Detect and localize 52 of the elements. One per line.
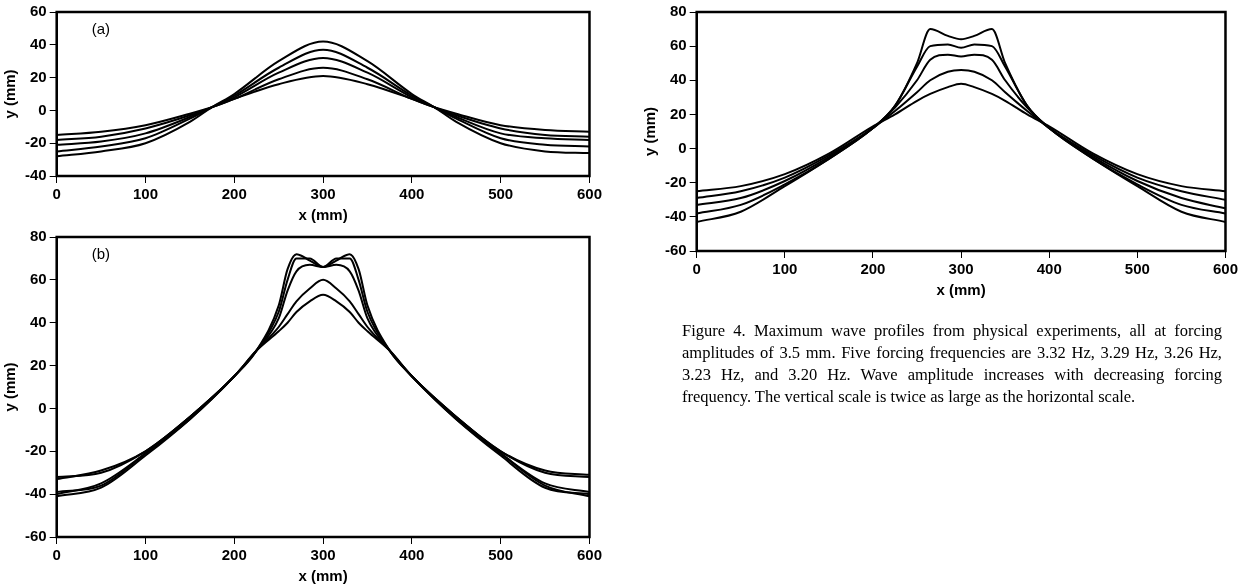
y-tick-label: -20 [24, 441, 47, 459]
x-tick-label: 400 [399, 185, 425, 203]
x-tick-label: 100 [132, 546, 158, 564]
x-tick-label: 400 [1036, 260, 1062, 278]
text: (b) [91, 244, 111, 262]
y-axis-title: y (mm) [1, 362, 19, 412]
y-tick-label: 20 [29, 355, 47, 373]
y-tick-label: 20 [29, 67, 47, 85]
x-tick-label: 0 [52, 546, 61, 564]
y-tick-label: 40 [669, 70, 687, 88]
x-tick-label: 100 [132, 185, 158, 203]
y-tick-label: -40 [24, 166, 47, 184]
x-tick-label: 100 [772, 260, 798, 278]
text: (a) [91, 19, 111, 37]
x-axis-title: x (mm) [298, 206, 348, 224]
y-tick-label: 0 [678, 138, 687, 156]
y-tick-label: 40 [29, 34, 47, 52]
y-tick-label: 20 [669, 104, 687, 122]
y-tick-label: 60 [29, 270, 47, 287]
x-tick-label: 500 [488, 546, 514, 564]
x-tick-label: 300 [948, 260, 974, 278]
y-tick-label: 80 [29, 227, 47, 245]
x-tick-label: 200 [860, 260, 886, 278]
y-tick-label: 0 [38, 100, 47, 118]
x-tick-label: 500 [488, 185, 514, 203]
x-tick-label: 200 [221, 546, 247, 564]
caption: Figure 4. Maximum wave profiles from physical experiments, all at forcing amplitudes of 3.5 mm. Five forcing frequencies are 3.32 Hz, 3.29 Hz, 3.26 Hz, 3.23 Hz, and 3.20 Hz. Wave amplitude increases with decreasing forcing frequency. The vertical scale is twice as large as the horizontal scale. [682, 320, 1222, 408]
y-axis-title: y (mm) [1, 69, 19, 119]
x-tick-label: 600 [576, 546, 602, 564]
y-tick-label: -40 [24, 484, 47, 502]
y-tick-label: -60 [664, 241, 687, 259]
x-tick-label: 300 [310, 546, 336, 564]
x-axis-title: x (mm) [936, 281, 986, 299]
y-tick-label: 40 [29, 312, 47, 330]
y-tick-label: -20 [664, 172, 687, 190]
x-tick-label: 0 [692, 260, 701, 278]
y-tick-label: 60 [29, 2, 47, 20]
y-axis-title: y (mm) [641, 106, 659, 157]
x-tick-label: 600 [576, 185, 602, 203]
y-tick-label: -60 [24, 527, 47, 545]
x-tick-label: 400 [399, 546, 425, 564]
y-tick-label: 60 [669, 36, 687, 54]
x-tick-label: 200 [221, 185, 247, 203]
x-tick-label: 300 [310, 185, 336, 203]
x-axis-title: x (mm) [298, 567, 348, 585]
y-tick-label: 0 [38, 398, 47, 416]
y-tick-label: -40 [664, 207, 687, 224]
x-tick-label: 500 [1124, 260, 1150, 278]
x-tick-label: 0 [52, 185, 61, 203]
y-tick-label: -20 [24, 133, 47, 151]
x-tick-label: 600 [1212, 260, 1238, 278]
y-tick-label: 80 [669, 2, 687, 20]
